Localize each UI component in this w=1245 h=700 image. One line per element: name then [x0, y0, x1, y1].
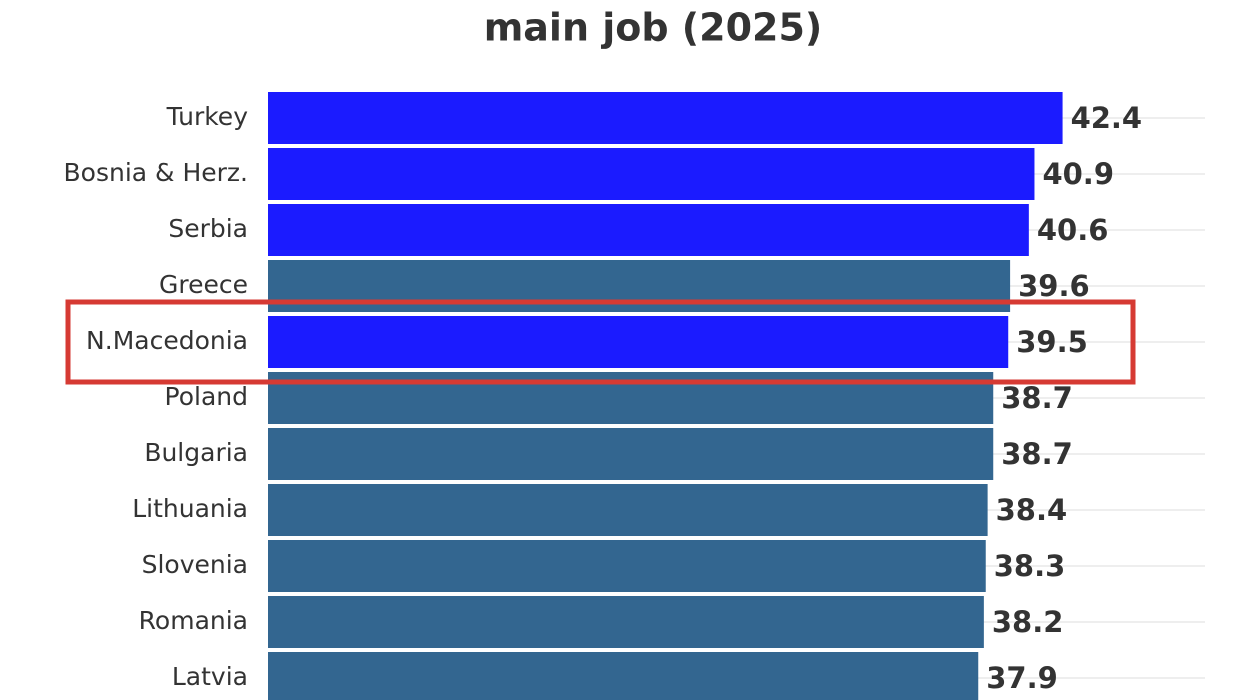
value-label: 37.9 [986, 661, 1058, 695]
bar [268, 148, 1035, 200]
value-label: 40.9 [1042, 157, 1114, 191]
value-label: 39.5 [1016, 325, 1088, 359]
bar [268, 316, 1009, 368]
value-label: 38.7 [1001, 437, 1073, 471]
y-tick-label: Poland [165, 382, 248, 411]
value-label: 40.6 [1037, 213, 1109, 247]
bar [268, 596, 984, 648]
y-tick-label: Greece [159, 270, 248, 299]
bar [268, 204, 1029, 256]
chart-title: main job (2025) [484, 6, 823, 50]
y-tick-label: Turkey [166, 102, 249, 131]
bar [268, 428, 994, 480]
value-label: 39.6 [1018, 269, 1090, 303]
value-label: 38.7 [1001, 381, 1073, 415]
bar [268, 652, 979, 700]
y-tick-label: Bulgaria [144, 438, 248, 467]
y-tick-label: Lithuania [132, 494, 248, 523]
highlight-box [65, 299, 1136, 385]
y-tick-label: Bosnia & Herz. [64, 158, 249, 187]
value-label: 38.3 [994, 549, 1066, 583]
value-label: 38.2 [992, 605, 1064, 639]
y-tick-label: Slovenia [142, 550, 248, 579]
y-tick-label: N.Macedonia [86, 326, 248, 355]
bar [268, 484, 988, 536]
y-tick-label: Serbia [168, 214, 248, 243]
bar [268, 540, 986, 592]
value-label: 42.4 [1071, 101, 1143, 135]
y-tick-label: Latvia [172, 662, 248, 691]
bar [268, 92, 1063, 144]
y-tick-label: Romania [139, 606, 248, 635]
value-label: 38.4 [996, 493, 1068, 527]
